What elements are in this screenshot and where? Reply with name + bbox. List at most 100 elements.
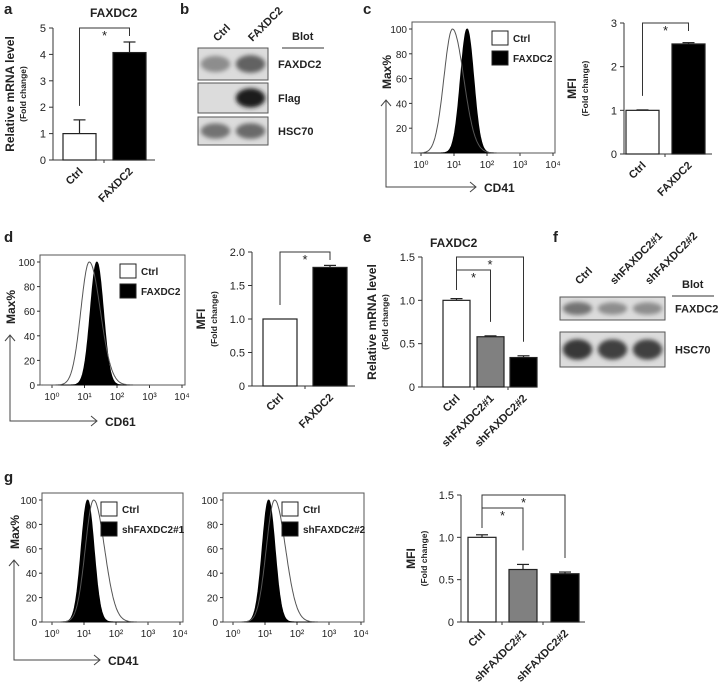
panel-label: e — [363, 229, 371, 246]
bar — [262, 318, 298, 387]
x-tick-label: 10³ — [142, 392, 157, 403]
y-tick-label: 1.5 — [230, 281, 245, 293]
lane-label: FAXDC2 — [246, 5, 285, 44]
significance-star: * — [471, 270, 476, 285]
chart-title: FAXDC2 — [430, 236, 478, 250]
y-tick-label: 0 — [611, 149, 617, 161]
bar — [112, 51, 147, 161]
x-tick-label: 10³ — [322, 629, 337, 640]
y-tick-label: 2.0 — [230, 247, 245, 259]
y-axis-label: MFI — [404, 548, 418, 569]
y-tick-label: 40 — [396, 99, 408, 110]
x-tick-label: 10⁴ — [353, 629, 368, 640]
y-tick-label: 0 — [29, 381, 35, 392]
y-tick-label: 20 — [26, 594, 38, 605]
y-tick-label: 20 — [207, 594, 219, 605]
blot-row-label: HSC70 — [278, 126, 313, 138]
histogram-treatment — [411, 28, 553, 154]
y-tick-label: 1.0 — [400, 295, 415, 307]
protein-band — [235, 123, 266, 139]
y-axis-sublabel: (Fold change) — [18, 66, 28, 122]
significance-bracket — [456, 256, 524, 342]
y-tick-label: 3 — [611, 18, 617, 30]
x-tick-label: 10⁰ — [44, 629, 59, 640]
x-tick-label: Ctrl — [64, 166, 86, 188]
y-tick-label: 20 — [24, 356, 36, 367]
bar — [467, 536, 497, 623]
panel-label: b — [180, 1, 189, 18]
x-tick-label: 10³ — [141, 629, 156, 640]
x-axis-label: CD41 — [108, 654, 139, 668]
x-tick-label: 10⁰ — [225, 629, 240, 640]
y-tick-label: 100 — [201, 496, 218, 507]
protein-band — [632, 302, 663, 315]
y-tick-label: 60 — [207, 545, 219, 556]
y-tick-label: 4 — [40, 49, 46, 61]
legend-swatch — [491, 50, 509, 66]
bar — [509, 356, 538, 388]
protein-band — [562, 339, 593, 360]
arrow-head-icon — [380, 99, 392, 107]
significance-star: * — [500, 508, 505, 523]
y-tick-label: 80 — [396, 50, 408, 61]
bar — [442, 299, 471, 388]
protein-band — [597, 302, 628, 315]
significance-star: * — [102, 28, 107, 43]
protein-band — [235, 55, 266, 73]
bar — [625, 109, 660, 155]
y-tick-label: 60 — [24, 307, 36, 318]
panel-label: c — [363, 1, 371, 18]
protein-band — [632, 339, 663, 360]
lane-label: Ctrl — [573, 265, 595, 287]
protein-band — [597, 339, 628, 360]
y-tick-label: 100 — [390, 25, 407, 36]
bar — [62, 133, 97, 161]
y-axis-label: MFI — [194, 309, 208, 330]
panel-label: a — [4, 1, 13, 18]
legend-label: Ctrl — [141, 267, 158, 278]
y-tick-label: 2 — [611, 62, 617, 74]
blot-row-label: FAXDC2 — [278, 59, 321, 71]
y-tick-label: 0 — [40, 155, 46, 167]
x-tick-label: 10¹ — [77, 392, 92, 403]
x-tick-label: Ctrl — [264, 392, 286, 414]
legend-swatch — [100, 521, 118, 537]
x-tick-label: 10⁴ — [545, 160, 560, 171]
y-tick-label: 0 — [239, 381, 245, 393]
panel-label: g — [4, 469, 13, 486]
lane-label: Ctrl — [211, 22, 233, 44]
legend-label: Ctrl — [513, 34, 530, 45]
y-axis-label: Max% — [4, 290, 18, 324]
protein-band — [200, 123, 231, 139]
blot-row-label: FAXDC2 — [675, 304, 718, 316]
blot-header: Blot — [292, 31, 314, 43]
significance-bracket — [279, 251, 331, 305]
histogram-control — [42, 261, 182, 386]
y-tick-label: 2 — [40, 102, 46, 114]
y-tick-label: 20 — [396, 124, 408, 135]
chart-title: FAXDC2 — [90, 6, 138, 20]
y-axis-label: Relative mRNA level — [365, 264, 379, 380]
y-tick-label: 1.0 — [230, 314, 245, 326]
y-tick-label: 0.5 — [400, 339, 415, 351]
y-tick-label: 80 — [24, 283, 36, 294]
x-axis-label: CD41 — [484, 181, 515, 195]
y-tick-label: 40 — [24, 332, 36, 343]
x-tick-label: FAXDC2 — [297, 392, 336, 431]
y-tick-label: 80 — [207, 520, 219, 531]
blot-row-label: HSC70 — [675, 345, 710, 357]
x-tick-label: FAXDC2 — [96, 166, 135, 205]
arrow-head-icon — [469, 181, 477, 193]
y-tick-label: 5 — [40, 23, 46, 35]
legend-label: Ctrl — [303, 505, 320, 516]
legend-label: FAXDC2 — [141, 287, 181, 298]
significance-bracket — [481, 494, 566, 559]
legend-swatch — [281, 501, 299, 517]
x-tick-label: Ctrl — [441, 393, 463, 415]
legend-swatch — [491, 30, 509, 46]
x-tick-label: 10² — [109, 629, 124, 640]
x-tick-label: 10² — [290, 629, 305, 640]
y-tick-label: 0.5 — [439, 575, 454, 587]
legend-swatch — [100, 501, 118, 517]
